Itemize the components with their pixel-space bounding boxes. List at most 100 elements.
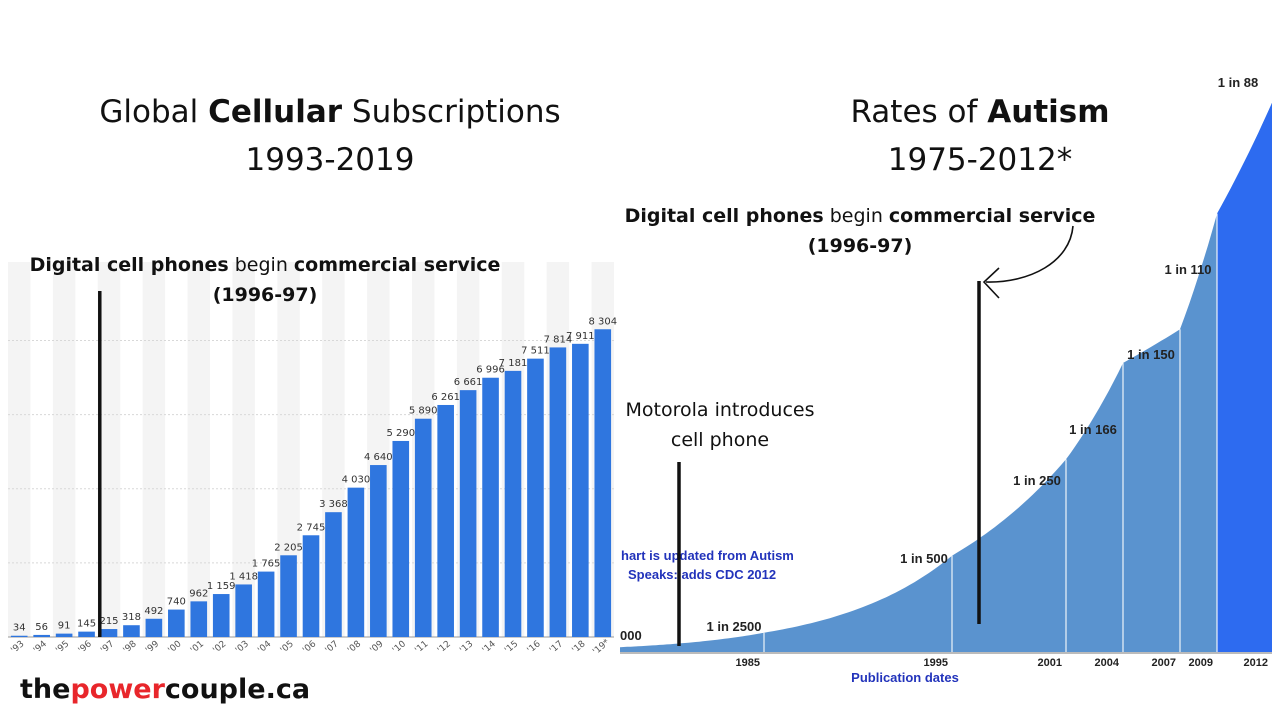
brand-suffix: couple.ca bbox=[164, 674, 311, 705]
right-annotation-arrowhead bbox=[982, 267, 1000, 299]
right-annotation: Digital cell phones begin commercial ser… bbox=[600, 201, 1120, 261]
bar-value-label: 145 bbox=[77, 619, 96, 630]
bar-x-tick-label: '18 bbox=[570, 639, 587, 656]
bar bbox=[190, 601, 208, 637]
bar-value-label: 4 030 bbox=[342, 475, 371, 486]
right-title-bold: Autism bbox=[987, 94, 1110, 130]
autism-x-tick-label: 2012 bbox=[1244, 657, 1268, 669]
right-title-years: 1975-2012* bbox=[887, 142, 1073, 178]
autism-rate-label: 1 in 250 bbox=[1013, 473, 1061, 488]
bar-x-tick-label: '12 bbox=[436, 639, 453, 656]
right-title-prefix: Rates of bbox=[850, 94, 988, 130]
bar-x-tick-label: '97 bbox=[99, 639, 116, 656]
autism-x-axis-title: Publication dates bbox=[851, 670, 959, 685]
bar bbox=[572, 343, 589, 637]
bar-value-label: 56 bbox=[35, 622, 48, 633]
autism-rate-label: 1 in 110 bbox=[1165, 262, 1212, 277]
bar-value-label: 3 368 bbox=[319, 499, 348, 510]
autism-rate-label: 000 bbox=[620, 628, 642, 643]
bar-value-label: 34 bbox=[13, 623, 26, 634]
bar-value-label: 492 bbox=[144, 606, 163, 617]
left-annot-bold2: commercial service bbox=[293, 254, 501, 276]
bar-column-stripe bbox=[142, 262, 166, 637]
bar-value-label: 6 261 bbox=[431, 392, 460, 403]
autism-x-tick-label: 2007 bbox=[1152, 657, 1176, 669]
bar-column-stripe bbox=[8, 262, 31, 637]
bar bbox=[145, 618, 163, 637]
bar-x-tick-label: '09 bbox=[368, 639, 385, 656]
motorola-line1: Motorola introduces bbox=[625, 399, 815, 421]
bar-x-tick-label: '01 bbox=[189, 639, 206, 656]
bar-value-label: 7 814 bbox=[544, 334, 573, 345]
bar bbox=[212, 594, 230, 637]
bar-value-label: 1 159 bbox=[207, 581, 236, 592]
bar-x-tick-label: '13 bbox=[458, 639, 475, 656]
bar-x-tick-label: '06 bbox=[301, 639, 318, 656]
bar-value-label: 91 bbox=[58, 621, 71, 632]
bar bbox=[392, 440, 410, 637]
autism-rate-label: 1 in 88 bbox=[1218, 75, 1258, 90]
bar-value-label: 6 996 bbox=[476, 365, 505, 376]
autism-chart-note-line1: hart is updated from Autism bbox=[621, 548, 794, 563]
right-annotation-arrow bbox=[985, 225, 1074, 283]
bar-x-tick-label: '19* bbox=[591, 637, 612, 657]
bar bbox=[504, 370, 522, 637]
right-chart-title: Rates of Autism 1975-2012* bbox=[740, 88, 1220, 184]
bar bbox=[325, 512, 342, 637]
autism-x-tick-label: 2009 bbox=[1189, 657, 1213, 669]
bar-value-label: 7 181 bbox=[499, 358, 528, 369]
bar-value-label: 1 418 bbox=[229, 571, 258, 582]
bar-value-label: 5 290 bbox=[386, 428, 415, 439]
bar-column-stripe bbox=[232, 262, 255, 637]
bar-x-tick-label: '11 bbox=[413, 639, 430, 656]
bar bbox=[347, 487, 365, 637]
bar-x-tick-label: '94 bbox=[32, 639, 49, 656]
bar-value-label: 215 bbox=[99, 616, 118, 627]
bar bbox=[33, 634, 50, 637]
right-annot-plain: begin bbox=[823, 205, 889, 227]
bar-x-tick-label: '93 bbox=[9, 639, 26, 656]
autism-x-tick-label: 1995 bbox=[924, 657, 948, 669]
autism-rate-label: 1 in 150 bbox=[1127, 347, 1175, 362]
autism-x-tick-label: 1985 bbox=[736, 657, 760, 669]
autism-chart-note-line2: Speaks: adds CDC 2012 bbox=[628, 567, 776, 582]
left-title-suffix: Subscriptions bbox=[342, 94, 561, 130]
bar-x-tick-label: '98 bbox=[122, 639, 139, 656]
bar-value-label: 962 bbox=[189, 588, 208, 599]
bar-column-stripe bbox=[97, 262, 121, 637]
bar-value-label: 5 890 bbox=[409, 406, 438, 417]
bar-value-label: 6 661 bbox=[454, 377, 483, 388]
brand-prefix: the bbox=[20, 674, 71, 705]
bar-x-tick-label: '16 bbox=[526, 639, 543, 656]
bar-value-label: 7 511 bbox=[521, 346, 550, 357]
bar-column-stripe bbox=[277, 262, 300, 637]
bar-value-label: 7 911 bbox=[566, 331, 595, 342]
bar-column-stripe bbox=[187, 262, 210, 637]
bar bbox=[235, 584, 252, 637]
bar-x-tick-label: '10 bbox=[391, 639, 408, 656]
left-title-prefix: Global bbox=[99, 94, 209, 130]
bar bbox=[10, 635, 28, 637]
bar bbox=[55, 633, 73, 637]
bar-value-label: 2 745 bbox=[297, 522, 326, 533]
bar bbox=[459, 390, 477, 637]
bar bbox=[280, 555, 297, 637]
bar-value-label: 4 640 bbox=[364, 452, 393, 463]
motorola-annotation: Motorola introduces cell phone bbox=[610, 395, 830, 455]
bar-x-tick-label: '15 bbox=[503, 639, 520, 656]
left-title-bold: Cellular bbox=[208, 94, 343, 130]
autism-x-tick-label: 2004 bbox=[1095, 657, 1120, 669]
autism-rate-label: 1 in 500 bbox=[900, 551, 948, 566]
left-annotation: Digital cell phones begin commercial ser… bbox=[10, 250, 520, 310]
bar-x-tick-label: '96 bbox=[77, 639, 94, 656]
bar-x-tick-label: '14 bbox=[481, 639, 498, 656]
bar-x-tick-label: '04 bbox=[256, 639, 273, 656]
bar-x-tick-label: '99 bbox=[144, 639, 161, 656]
bar-value-label: 8 304 bbox=[588, 316, 617, 327]
bar bbox=[549, 347, 567, 637]
autism-rate-label: 1 in 2500 bbox=[707, 619, 762, 634]
bar-x-tick-label: '08 bbox=[346, 639, 363, 656]
autism-area bbox=[620, 102, 1272, 652]
motorola-line2: cell phone bbox=[670, 429, 770, 451]
